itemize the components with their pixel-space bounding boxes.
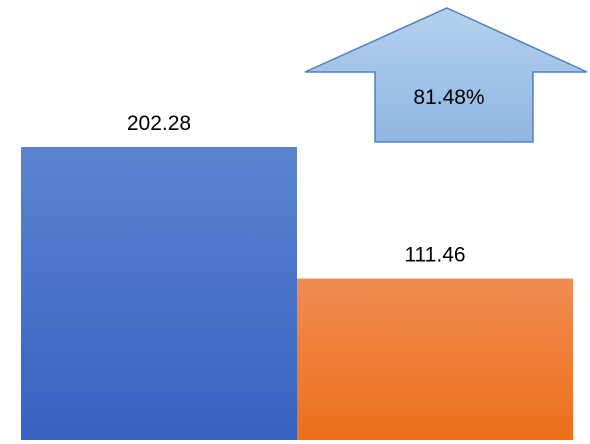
arrow-percent-label: 81.48% [413, 86, 484, 109]
bar-value-label-1: 202.28 [127, 112, 191, 135]
up-arrow-shape [304, 7, 588, 143]
value-labels-layer: 202.28 111.46 [127, 112, 466, 267]
bar-value-label-2: 111.46 [404, 244, 465, 267]
bars-layer [21, 147, 573, 440]
change-arrow: 81.48% [304, 7, 588, 143]
bar-2 [297, 278, 573, 440]
bar-1 [21, 147, 297, 440]
